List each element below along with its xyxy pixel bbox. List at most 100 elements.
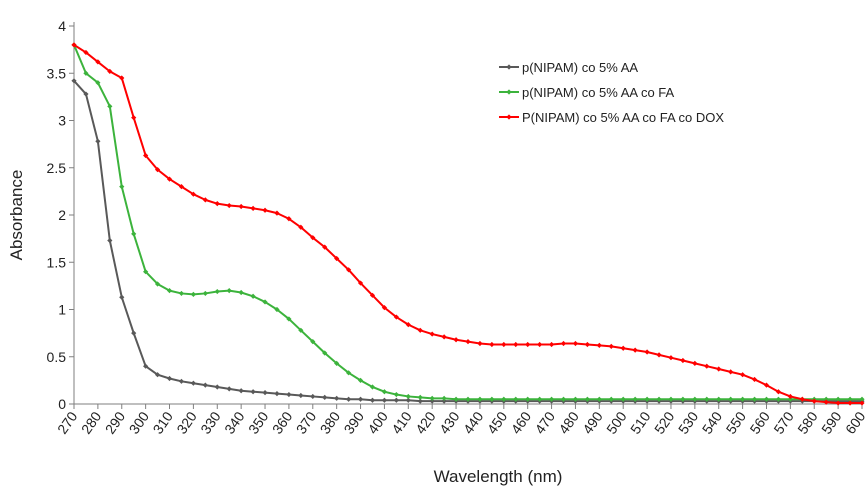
data-point [513, 396, 519, 402]
legend: p(NIPAM) co 5% AA p(NIPAM) co 5% AA co FA… [499, 60, 724, 125]
data-point [369, 292, 376, 298]
data-point [787, 393, 793, 400]
y-tick-label: 3 [58, 113, 66, 129]
data-point [357, 396, 364, 402]
data-point [202, 382, 208, 388]
data-point [119, 184, 125, 190]
data-point [835, 396, 841, 402]
data-point [298, 392, 304, 399]
legend-item: p(NIPAM) co 5% AA [499, 60, 638, 75]
y-tick-label: 1.5 [47, 254, 67, 270]
data-point [716, 366, 722, 372]
data-point [95, 59, 101, 65]
data-point [298, 224, 304, 230]
data-point [680, 396, 686, 402]
x-tick-label: 480 [555, 408, 582, 436]
data-point [501, 396, 507, 402]
data-point [262, 299, 268, 305]
x-tick-label: 550 [723, 408, 750, 436]
data-point [417, 394, 423, 400]
data-point [71, 78, 77, 84]
data-point [262, 207, 268, 213]
data-point [656, 396, 662, 402]
x-tick-label: 500 [603, 408, 630, 436]
x-tick-label: 430 [436, 408, 463, 436]
x-tick-label: 300 [126, 408, 153, 436]
data-point [763, 382, 770, 388]
legend-marker [506, 114, 512, 120]
data-point [584, 341, 590, 348]
data-point [190, 191, 196, 197]
data-point [334, 255, 340, 262]
x-tick-label: 410 [388, 408, 415, 436]
data-point [441, 395, 447, 401]
x-tick-label: 350 [245, 408, 272, 436]
data-point [823, 399, 829, 405]
data-point [238, 388, 244, 394]
data-point [250, 293, 256, 299]
data-point [704, 363, 710, 369]
data-point [704, 396, 710, 402]
data-point [322, 244, 328, 250]
legend-label: P(NIPAM) co 5% AA co FA co DOX [522, 110, 724, 125]
x-tick-label: 380 [317, 408, 344, 436]
data-point [214, 201, 220, 207]
data-point [453, 396, 459, 402]
legend-item: p(NIPAM) co 5% AA co FA [499, 85, 675, 100]
data-point [214, 288, 220, 295]
data-point [322, 394, 328, 400]
data-point [644, 396, 650, 402]
data-point [107, 68, 113, 74]
y-tick-label: 3.5 [47, 65, 67, 81]
data-point [107, 237, 113, 244]
data-point [417, 398, 423, 404]
data-point [692, 360, 698, 366]
data-point [95, 80, 101, 86]
data-point [405, 393, 411, 400]
data-point [334, 395, 340, 401]
data-point [775, 389, 782, 395]
y-tick-label: 4 [58, 18, 66, 34]
data-point [154, 372, 161, 378]
data-point [584, 396, 590, 402]
y-tick-label: 0.5 [47, 349, 67, 365]
data-point [525, 341, 531, 348]
x-tick-label: 490 [579, 408, 606, 436]
data-point [537, 396, 543, 402]
data-point [787, 396, 793, 402]
x-tick-label: 520 [651, 408, 678, 436]
data-point [740, 372, 746, 378]
data-point [501, 341, 507, 348]
y-axis-ticks: 0 0.5 1 1.5 2 2.5 3 3.5 4 [47, 18, 74, 412]
data-point [548, 396, 555, 402]
legend-item: P(NIPAM) co 5% AA co FA co DOX [499, 110, 724, 125]
data-point [143, 269, 149, 275]
series-group [71, 42, 865, 406]
series-3 [71, 42, 865, 406]
data-point [83, 91, 89, 97]
data-point [274, 306, 280, 313]
data-point [537, 341, 543, 348]
x-tick-label: 390 [340, 408, 367, 436]
data-point [668, 355, 674, 361]
data-point [166, 375, 173, 382]
data-point [489, 396, 495, 402]
x-tick-label: 460 [508, 408, 535, 436]
data-point [346, 370, 352, 376]
y-tick-label: 0 [58, 396, 66, 412]
data-point [548, 341, 555, 348]
data-point [214, 384, 220, 390]
data-point [620, 396, 626, 402]
data-point [405, 397, 411, 403]
data-point [608, 343, 614, 349]
data-point [596, 342, 602, 349]
series-1 [71, 78, 865, 404]
data-point [835, 400, 841, 406]
data-point [346, 267, 352, 273]
data-point [202, 290, 208, 297]
data-point [429, 395, 435, 401]
data-point [381, 397, 388, 403]
data-point [369, 384, 376, 390]
data-point [286, 316, 292, 322]
